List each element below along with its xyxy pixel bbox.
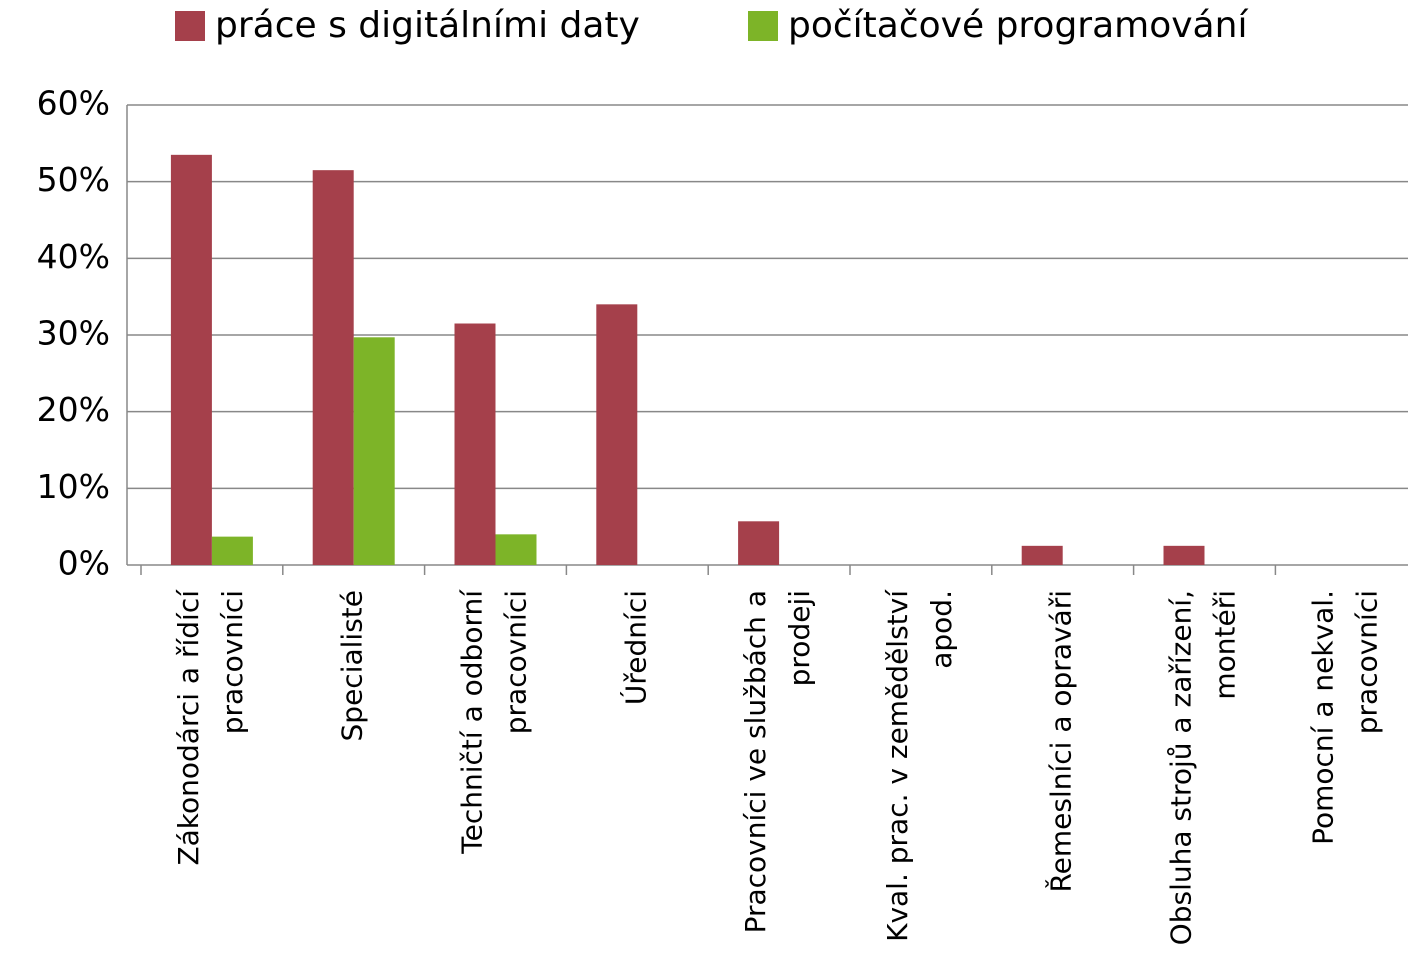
legend-label: práce s digitálními daty xyxy=(215,5,640,46)
y-tick-label: 0% xyxy=(58,544,110,583)
x-tick-label-line: Pracovníci ve službách a xyxy=(739,590,772,933)
x-tick-label-line: Úředníci xyxy=(618,590,652,705)
bar xyxy=(312,170,354,565)
y-tick-label: 50% xyxy=(37,160,110,199)
x-tick-label-line: apod. xyxy=(925,590,958,669)
x-tick-label-line: Obsluha strojů a zařízení, xyxy=(1165,590,1198,945)
x-tick-label: Specialisté xyxy=(336,590,369,741)
x-tick-label: Úředníci xyxy=(618,590,652,705)
x-tick-label-line: pracovníci xyxy=(500,590,533,734)
x-tick-label: Pomocní a nekval. pracovníci xyxy=(1306,590,1383,845)
bar xyxy=(1163,545,1205,565)
x-tick-label: Řemeslníci a opraváři xyxy=(1044,590,1078,893)
x-tick-label: Techničtí a odborní pracovníci xyxy=(456,589,533,855)
y-tick-label: 60% xyxy=(37,84,110,123)
x-tick-label-line: Zákonodárci a řídící xyxy=(172,589,205,866)
x-tick-label-line: Řemeslníci a opraváři xyxy=(1044,590,1078,893)
bar xyxy=(353,337,395,565)
x-tick-label-line: pracovníci xyxy=(1350,590,1383,734)
bar xyxy=(454,323,496,565)
x-tick-label-line: prodeji xyxy=(783,590,816,686)
x-tick-label: Pracovníci ve službách a prodeji xyxy=(739,590,816,933)
legend-swatch xyxy=(748,11,778,41)
bar xyxy=(211,536,253,565)
x-tick-label: Obsluha strojů a zařízení, montéři xyxy=(1165,590,1242,945)
x-tick-label: Kval. prac. v zemědělství apod. xyxy=(881,589,958,942)
legend-label: počítačové programování xyxy=(788,5,1248,46)
x-tick-label: Zákonodárci a řídící pracovníci xyxy=(172,589,249,866)
bar xyxy=(738,521,780,565)
bar xyxy=(596,304,638,565)
x-tick-label-line: Pomocní a nekval. xyxy=(1306,590,1339,845)
bar xyxy=(495,534,537,565)
x-tick-label-line: montéři xyxy=(1209,590,1242,700)
y-tick-label: 30% xyxy=(37,314,110,353)
y-tick-label: 40% xyxy=(37,237,110,276)
x-tick-label-line: Specialisté xyxy=(336,590,369,741)
x-tick-label-line: Kval. prac. v zemědělství xyxy=(881,589,914,942)
y-tick-label: 10% xyxy=(37,467,110,506)
bar xyxy=(170,154,212,566)
legend-swatch xyxy=(175,11,205,41)
x-tick-label-line: pracovníci xyxy=(216,590,249,734)
y-tick-label: 20% xyxy=(37,390,110,429)
x-tick-label-line: Techničtí a odborní xyxy=(456,589,489,855)
bar xyxy=(1021,545,1063,565)
